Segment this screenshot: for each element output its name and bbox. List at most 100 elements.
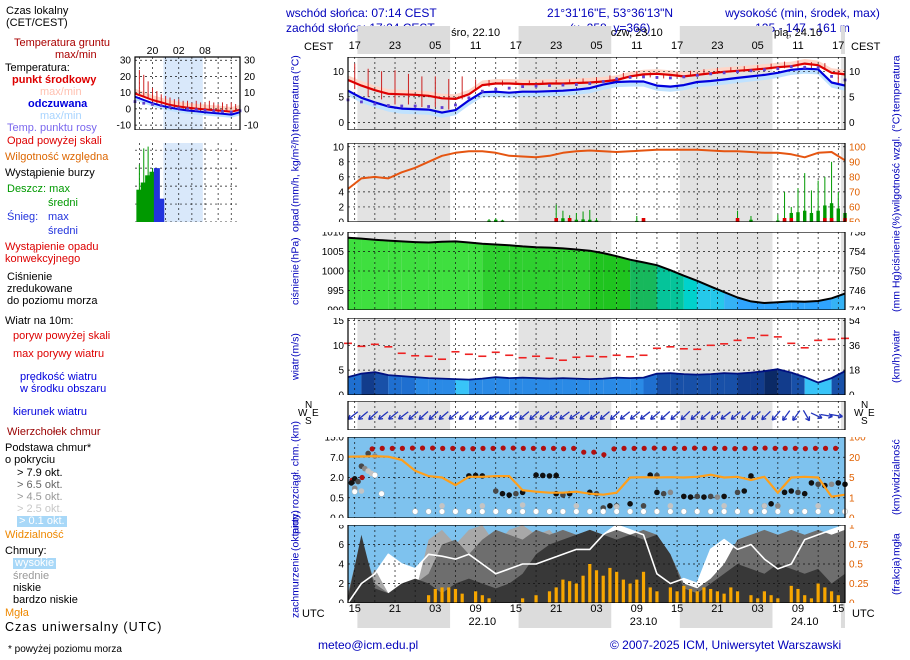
footnote-above-sea-level: * powyżej poziomu morza xyxy=(8,644,122,655)
svg-text:0: 0 xyxy=(338,391,344,396)
svg-text:1000: 1000 xyxy=(322,267,345,278)
svg-text:50: 50 xyxy=(849,218,861,223)
panel-title-pressure-left: ciśnienie (hPa) xyxy=(289,237,302,305)
cloud-base-label-1: Podstawa chmur* xyxy=(5,442,92,454)
svg-text:10: 10 xyxy=(333,341,345,352)
svg-text:0.75: 0.75 xyxy=(849,540,869,551)
svg-text:90: 90 xyxy=(849,157,861,168)
temperature-heading: Temperatura: xyxy=(5,62,70,74)
svg-text:8: 8 xyxy=(338,525,344,532)
ground-temp-maxmin-label: max/min xyxy=(55,49,97,61)
wind-direction-label: kierunek wiatru xyxy=(13,406,87,418)
svg-text:20: 20 xyxy=(244,72,256,83)
svg-text:4: 4 xyxy=(338,560,344,571)
precip-above-scale-label: Opad powyżej skali xyxy=(7,135,102,147)
humidity-label: Wilgotność względna xyxy=(5,151,109,163)
clouds-heading: Chmury: xyxy=(5,545,47,557)
panel-title-fog-right: (frakcja) mgła xyxy=(890,533,903,595)
wind-direction-panel xyxy=(308,400,881,435)
panel-title-cloudiness-left: zachmurzenie (oktanty) xyxy=(289,510,302,618)
svg-text:1010: 1010 xyxy=(322,232,345,239)
svg-text:30: 30 xyxy=(120,56,132,67)
cloudiness-panel: 0 2 4 6 8 0 0.25 0.5 0.75 1 xyxy=(308,521,881,610)
very-low-clouds-label: bardzo niskie xyxy=(13,594,78,606)
svg-text:15: 15 xyxy=(510,603,522,615)
svg-text:5: 5 xyxy=(338,366,344,377)
svg-text:15.0: 15.0 xyxy=(325,437,345,444)
panel-title-wind-left: wiatr (m/s) xyxy=(289,332,302,381)
svg-text:18: 18 xyxy=(849,366,861,377)
svg-text:0.25: 0.25 xyxy=(849,579,869,590)
ground-temp-label: Temperatura gruntu xyxy=(14,37,110,49)
svg-text:czw, 23.10: czw, 23.10 xyxy=(611,27,663,39)
utc-label-right: UTC xyxy=(852,608,875,620)
svg-text:6: 6 xyxy=(338,540,344,551)
panel-title-cloud-extent-left: pion. rozciągł. chm. (km) xyxy=(289,421,302,534)
svg-text:02: 02 xyxy=(173,45,185,57)
svg-text:0.5: 0.5 xyxy=(849,560,863,571)
coordinates-text: 21°31'16"E, 53°36'13"N xyxy=(546,6,674,20)
okta-01-label: > 0.1 okt. xyxy=(17,515,67,527)
cloud-top-label: Wierzchołek chmur xyxy=(7,426,101,438)
okta-45-label: > 4.5 okt. xyxy=(17,491,63,503)
svg-text:10: 10 xyxy=(120,88,132,99)
okta-65-label: > 6.5 okt. xyxy=(17,479,63,491)
svg-text:2: 2 xyxy=(338,579,344,590)
svg-text:2.0: 2.0 xyxy=(330,473,344,484)
snow-mean-label: średni xyxy=(48,225,78,237)
svg-text:995: 995 xyxy=(327,286,344,297)
svg-text:80: 80 xyxy=(849,172,861,183)
cloud-base-label-2: o pokryciu xyxy=(5,454,56,466)
svg-text:15: 15 xyxy=(349,603,361,615)
svg-text:11: 11 xyxy=(631,40,642,52)
svg-text:1: 1 xyxy=(849,493,855,504)
svg-text:15: 15 xyxy=(832,603,844,615)
svg-text:08: 08 xyxy=(199,45,211,57)
max-gust-label: max porywy wiatru xyxy=(13,348,105,360)
contact-email-link[interactable]: meteo@icm.edu.pl xyxy=(318,638,419,652)
svg-text:pią, 24.10: pią, 24.10 xyxy=(774,27,822,39)
rain-mean-label: średni xyxy=(48,197,78,209)
snow-max-label: max xyxy=(48,211,69,223)
utc-label-left: UTC xyxy=(302,608,325,620)
svg-text:0: 0 xyxy=(338,599,344,604)
feels-like-label: odczuwana xyxy=(28,98,88,110)
okta-25-label: > 2.5 okt. xyxy=(17,503,63,515)
altitude-label: wysokość (min, środek, max) xyxy=(725,6,880,20)
temperature-panel: 0 5 10 0 5 10 xyxy=(308,56,881,135)
svg-text:0: 0 xyxy=(849,599,855,604)
panel-title-temperature-left: temperatura (°C) xyxy=(289,55,302,132)
svg-text:21: 21 xyxy=(389,603,401,615)
svg-text:5: 5 xyxy=(849,92,855,103)
svg-text:70: 70 xyxy=(849,187,861,198)
svg-text:0: 0 xyxy=(338,118,344,129)
svg-text:11: 11 xyxy=(470,40,481,52)
temp-maxmin-label: max/min xyxy=(40,86,82,98)
svg-text:15: 15 xyxy=(333,318,345,327)
svg-text:09: 09 xyxy=(469,603,481,615)
pressure-label-1: Ciśnienie xyxy=(7,271,53,283)
svg-text:1: 1 xyxy=(849,525,855,532)
svg-text:36: 36 xyxy=(849,341,861,352)
legend-mini-precipitation xyxy=(101,143,273,227)
pressure-label-2: zredukowane xyxy=(7,283,73,295)
svg-text:21: 21 xyxy=(711,603,723,615)
svg-text:0: 0 xyxy=(125,104,131,115)
svg-text:1005: 1005 xyxy=(322,247,345,258)
svg-text:0: 0 xyxy=(849,118,855,129)
snow-label: Śnieg: xyxy=(7,211,39,223)
pressure-panel: 990 995 1000 1005 1010 742 746 750 754 758 xyxy=(308,228,881,317)
svg-text:03: 03 xyxy=(752,603,764,615)
svg-text:5: 5 xyxy=(849,473,855,484)
wind-speed-label-2: w środku obszaru xyxy=(20,383,107,395)
svg-text:742: 742 xyxy=(849,306,866,311)
copyright-text: © 2007-2025 ICM, Uniwersytet Warszawski xyxy=(610,638,842,652)
panel-title-visibility-right: (km) widzialność xyxy=(890,439,903,516)
local-time-zone-label: (CET/CEST) xyxy=(6,17,68,29)
svg-text:750: 750 xyxy=(849,267,866,278)
panel-title-pressure-right: (mm Hg) ciśnienie xyxy=(890,229,903,313)
svg-text:17: 17 xyxy=(832,40,844,52)
low-clouds-label: niskie xyxy=(13,582,42,594)
convective-precip-label-1: Wystąpienie opadu xyxy=(5,241,99,253)
